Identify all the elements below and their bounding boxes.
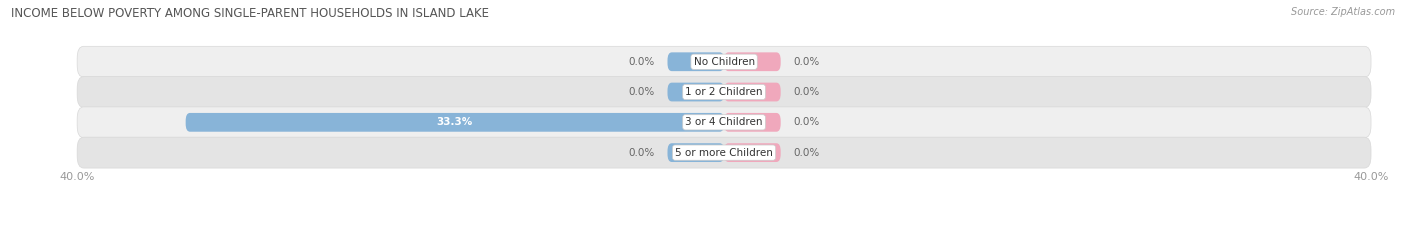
Text: No Children: No Children: [693, 57, 755, 67]
FancyBboxPatch shape: [77, 77, 1371, 107]
Text: 0.0%: 0.0%: [628, 57, 655, 67]
FancyBboxPatch shape: [668, 83, 724, 101]
FancyBboxPatch shape: [724, 113, 780, 132]
FancyBboxPatch shape: [668, 52, 724, 71]
FancyBboxPatch shape: [668, 143, 724, 162]
Legend: Single Father, Single Mother: Single Father, Single Mother: [620, 230, 828, 233]
Text: 33.3%: 33.3%: [437, 117, 472, 127]
Text: Source: ZipAtlas.com: Source: ZipAtlas.com: [1291, 7, 1395, 17]
Text: 0.0%: 0.0%: [628, 87, 655, 97]
FancyBboxPatch shape: [724, 83, 780, 101]
FancyBboxPatch shape: [186, 113, 724, 132]
Text: 0.0%: 0.0%: [793, 57, 820, 67]
Text: 0.0%: 0.0%: [793, 148, 820, 158]
Text: 0.0%: 0.0%: [628, 148, 655, 158]
FancyBboxPatch shape: [77, 137, 1371, 168]
FancyBboxPatch shape: [77, 46, 1371, 77]
Text: INCOME BELOW POVERTY AMONG SINGLE-PARENT HOUSEHOLDS IN ISLAND LAKE: INCOME BELOW POVERTY AMONG SINGLE-PARENT…: [11, 7, 489, 20]
FancyBboxPatch shape: [77, 107, 1371, 138]
Text: 3 or 4 Children: 3 or 4 Children: [685, 117, 763, 127]
Text: 0.0%: 0.0%: [793, 87, 820, 97]
Text: 0.0%: 0.0%: [793, 117, 820, 127]
FancyBboxPatch shape: [724, 52, 780, 71]
FancyBboxPatch shape: [724, 143, 780, 162]
Text: 5 or more Children: 5 or more Children: [675, 148, 773, 158]
Text: 1 or 2 Children: 1 or 2 Children: [685, 87, 763, 97]
